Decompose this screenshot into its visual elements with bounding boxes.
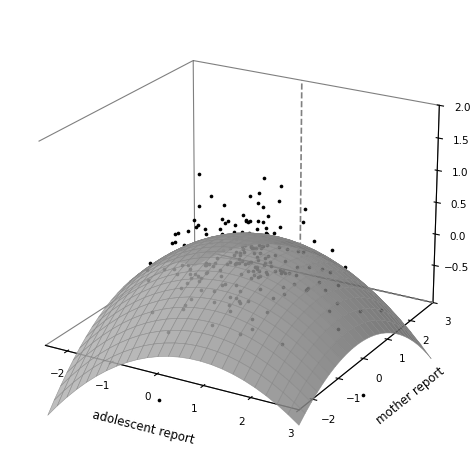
Y-axis label: mother report: mother report bbox=[374, 365, 447, 427]
X-axis label: adolescent report: adolescent report bbox=[91, 408, 196, 447]
